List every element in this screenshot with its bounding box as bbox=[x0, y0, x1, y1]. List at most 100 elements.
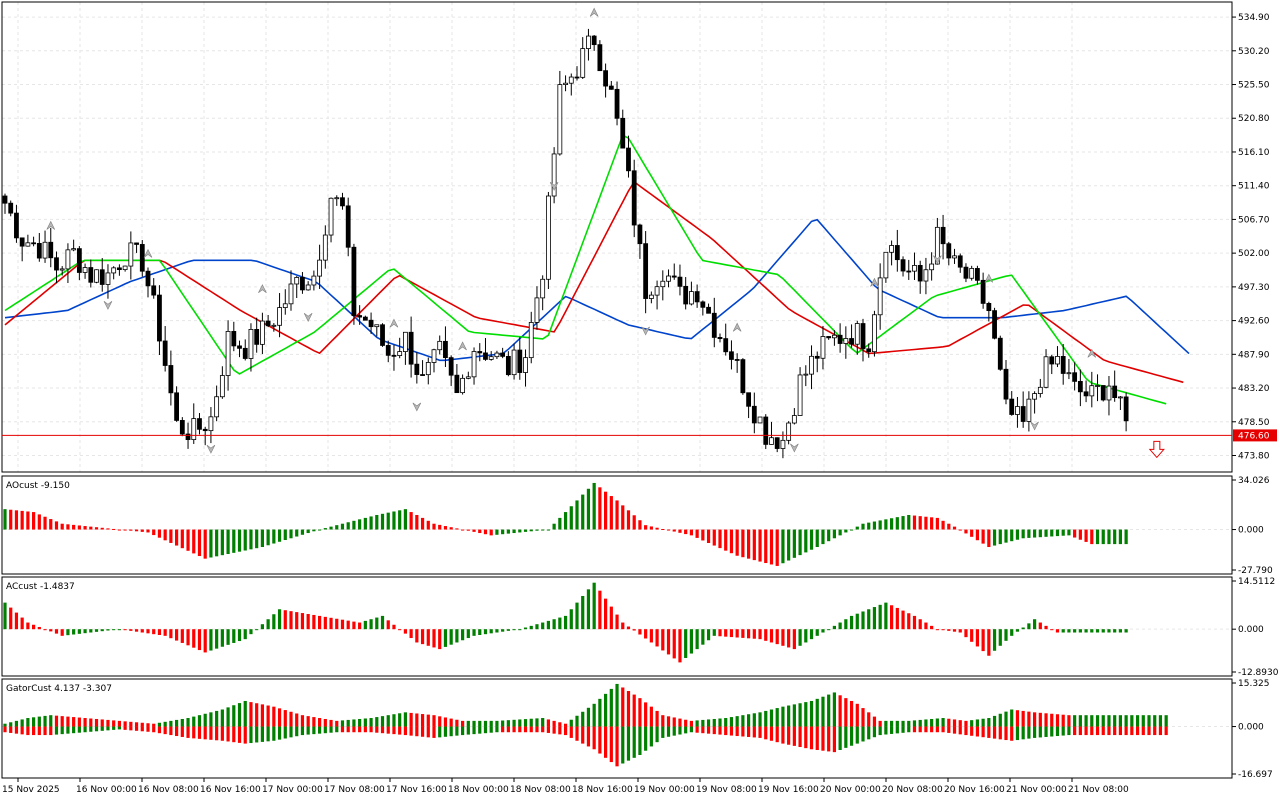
aocust-bar bbox=[878, 520, 882, 530]
aocust-bar bbox=[443, 526, 448, 530]
candle-body bbox=[757, 416, 763, 424]
aocust-bar bbox=[134, 529, 139, 532]
candle bbox=[574, 66, 580, 81]
gator-upper-bar bbox=[912, 720, 917, 727]
gator-upper-bar bbox=[272, 706, 276, 727]
accust-bar bbox=[72, 629, 76, 635]
gator-upper-bar bbox=[878, 720, 882, 727]
price-tick-label: 497.30 bbox=[1238, 283, 1270, 293]
aocust-bar bbox=[724, 529, 728, 551]
candle bbox=[88, 259, 94, 288]
gator-upper-bar bbox=[958, 720, 962, 727]
candle-body bbox=[88, 267, 94, 283]
aocust-bar bbox=[661, 528, 665, 530]
pane-frame bbox=[1, 678, 1233, 779]
gator-lower-bar bbox=[432, 726, 436, 738]
gator-lower-bar bbox=[884, 726, 888, 735]
candle bbox=[992, 307, 997, 340]
gator-upper-bar bbox=[735, 716, 739, 727]
gator-lower-bar bbox=[403, 726, 407, 736]
gator-lower-bar bbox=[1147, 726, 1151, 736]
candle-body bbox=[969, 268, 975, 279]
accust-bar bbox=[1050, 629, 1054, 631]
aocust-bar bbox=[77, 525, 81, 530]
accust-bar bbox=[461, 629, 465, 641]
aocust-bar bbox=[747, 529, 751, 559]
accust-bar bbox=[855, 613, 859, 630]
gator-upper-bar bbox=[947, 718, 951, 727]
candle bbox=[997, 335, 1003, 371]
gator-upper-bar bbox=[14, 720, 19, 727]
gator-upper-bar bbox=[901, 720, 905, 727]
candle-body bbox=[231, 331, 237, 347]
aocust-bar bbox=[438, 524, 442, 530]
candle-body bbox=[1055, 356, 1060, 365]
gator-lower-bar bbox=[1135, 726, 1140, 736]
candle bbox=[219, 366, 225, 399]
gator-upper-bar bbox=[666, 716, 671, 727]
aocust-bar bbox=[312, 529, 316, 532]
gator-upper-bar bbox=[9, 722, 13, 727]
candle-body bbox=[992, 310, 997, 339]
price-tick-label: 530.20 bbox=[1238, 47, 1270, 57]
candle-body bbox=[162, 340, 168, 366]
candle bbox=[282, 289, 288, 315]
gator-upper-bar bbox=[987, 718, 991, 727]
gator-lower-bar bbox=[930, 726, 934, 733]
gator-upper-bar bbox=[358, 718, 362, 727]
gator-upper-bar bbox=[3, 723, 7, 727]
candle-body bbox=[494, 352, 500, 358]
candle bbox=[328, 197, 334, 243]
candle bbox=[917, 260, 923, 294]
gator-upper-bar bbox=[369, 718, 373, 727]
gator-lower-bar bbox=[644, 726, 648, 751]
aocust-bar bbox=[638, 520, 642, 530]
aocust-bar bbox=[9, 509, 13, 530]
gator-upper-bar bbox=[186, 718, 190, 727]
candle-body bbox=[385, 345, 391, 356]
gator-lower-bar bbox=[815, 726, 819, 750]
gator-lower-bar bbox=[192, 726, 196, 739]
accust-bar bbox=[775, 629, 779, 645]
accust-bar bbox=[375, 617, 379, 630]
gator-lower-bar bbox=[340, 726, 345, 733]
gator-upper-bar bbox=[546, 719, 550, 727]
gator-upper-bar bbox=[89, 718, 93, 727]
aocust-bar bbox=[346, 522, 350, 530]
candle bbox=[734, 353, 740, 373]
candle-body bbox=[414, 363, 420, 375]
gator-lower-bar bbox=[1141, 726, 1145, 736]
aocust-bar bbox=[706, 529, 711, 544]
aocust-bar bbox=[947, 523, 951, 530]
accust-bar bbox=[735, 629, 739, 638]
candle bbox=[162, 326, 168, 372]
gator-lower-bar bbox=[684, 726, 688, 734]
candle bbox=[179, 417, 185, 437]
accust-bar bbox=[1067, 629, 1071, 633]
accust-bar bbox=[295, 612, 299, 630]
gator-lower-bar bbox=[1130, 726, 1134, 736]
candles[interactable] bbox=[2, 28, 1129, 459]
gator-upper-bar bbox=[890, 720, 894, 727]
candle bbox=[540, 275, 546, 311]
aocust-bar bbox=[644, 525, 648, 530]
gator-upper-bar bbox=[426, 714, 430, 727]
candle-body bbox=[568, 76, 574, 84]
candle bbox=[134, 242, 139, 253]
gator-upper-bar bbox=[237, 703, 242, 727]
gator-upper-bar bbox=[1124, 715, 1128, 727]
gator-upper-bar bbox=[1141, 715, 1145, 727]
accust-bar bbox=[449, 629, 453, 645]
gator-upper-bar bbox=[501, 720, 505, 727]
gator-lower-bar bbox=[49, 726, 53, 736]
fractal-up-arrow bbox=[258, 284, 267, 294]
candle-body bbox=[563, 82, 568, 85]
candle-body bbox=[1020, 406, 1026, 422]
candle bbox=[809, 345, 814, 390]
accust-bar bbox=[695, 629, 699, 650]
accust-bar bbox=[215, 629, 219, 649]
gator-upper-bar bbox=[895, 720, 899, 727]
accust-bar bbox=[992, 629, 997, 651]
gator-lower-bar bbox=[512, 726, 516, 733]
accust-bar bbox=[764, 629, 768, 641]
